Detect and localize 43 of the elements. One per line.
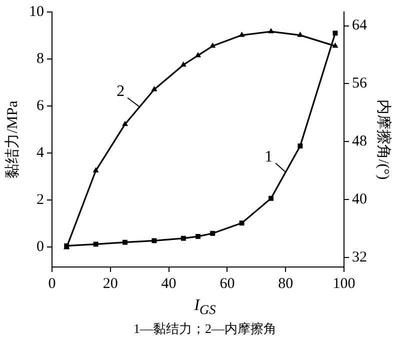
point [122,120,128,126]
legend-label: 1 [264,148,273,166]
point [268,28,274,34]
y2-tick-label: 40 [352,192,367,208]
point [122,240,128,245]
y-tick-label: 4 [36,144,44,161]
point [180,61,186,67]
y-axis-title: 黏结力/MPa [4,100,21,178]
point [268,196,274,201]
point [298,143,303,148]
y2-tick-label: 48 [352,134,367,150]
y2-tick-label: 56 [352,76,368,92]
point [151,86,158,92]
point [194,52,202,58]
point [180,236,186,241]
y-tick-label: 0 [36,238,44,255]
point [196,234,200,239]
x-axis-title: I$_{GS}$ [193,296,217,320]
y-tick-label: 8 [36,50,44,67]
x-tick-label: 80 [278,276,294,292]
point [238,32,245,37]
point [210,42,216,48]
y2-tick-label: 64 [352,18,368,34]
point [332,42,338,48]
x-tick-label: 40 [161,276,176,292]
point [152,238,157,244]
point [210,230,216,236]
x-tick-label: 60 [220,276,235,292]
y2-tick-label: 32 [352,250,367,266]
legend-label: 2 [116,83,125,100]
text: 1—黏结力；2—内摩擦角 [132,320,278,338]
y-tick-label: 6 [36,98,44,114]
x-tick-label: 20 [102,276,118,292]
point [93,242,98,247]
y2-axis-title: 内摩擦角/(°) [375,99,392,180]
y-tick-label: 10 [29,4,44,20]
x-tick-label: 100 [332,276,356,292]
point [297,32,304,37]
point [92,167,99,172]
point [239,220,244,226]
x-tick-label: 0 [48,276,56,292]
y-tick-label: 2 [36,192,44,208]
point [332,30,338,36]
